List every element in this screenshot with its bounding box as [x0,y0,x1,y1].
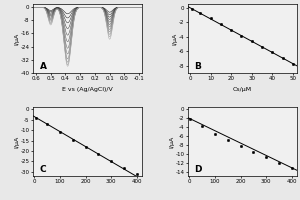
Y-axis label: I/μA: I/μA [172,32,178,45]
Y-axis label: I/μA: I/μA [14,32,19,45]
Y-axis label: I/μA: I/μA [14,135,19,148]
Text: C: C [40,165,46,174]
Text: B: B [194,62,201,71]
X-axis label: E vs (Ag/AgCl)/V: E vs (Ag/AgCl)/V [62,87,113,92]
Y-axis label: I/μA: I/μA [169,135,174,148]
Text: D: D [194,165,202,174]
Text: A: A [40,62,46,71]
X-axis label: Cs/μM: Cs/μM [233,87,252,92]
